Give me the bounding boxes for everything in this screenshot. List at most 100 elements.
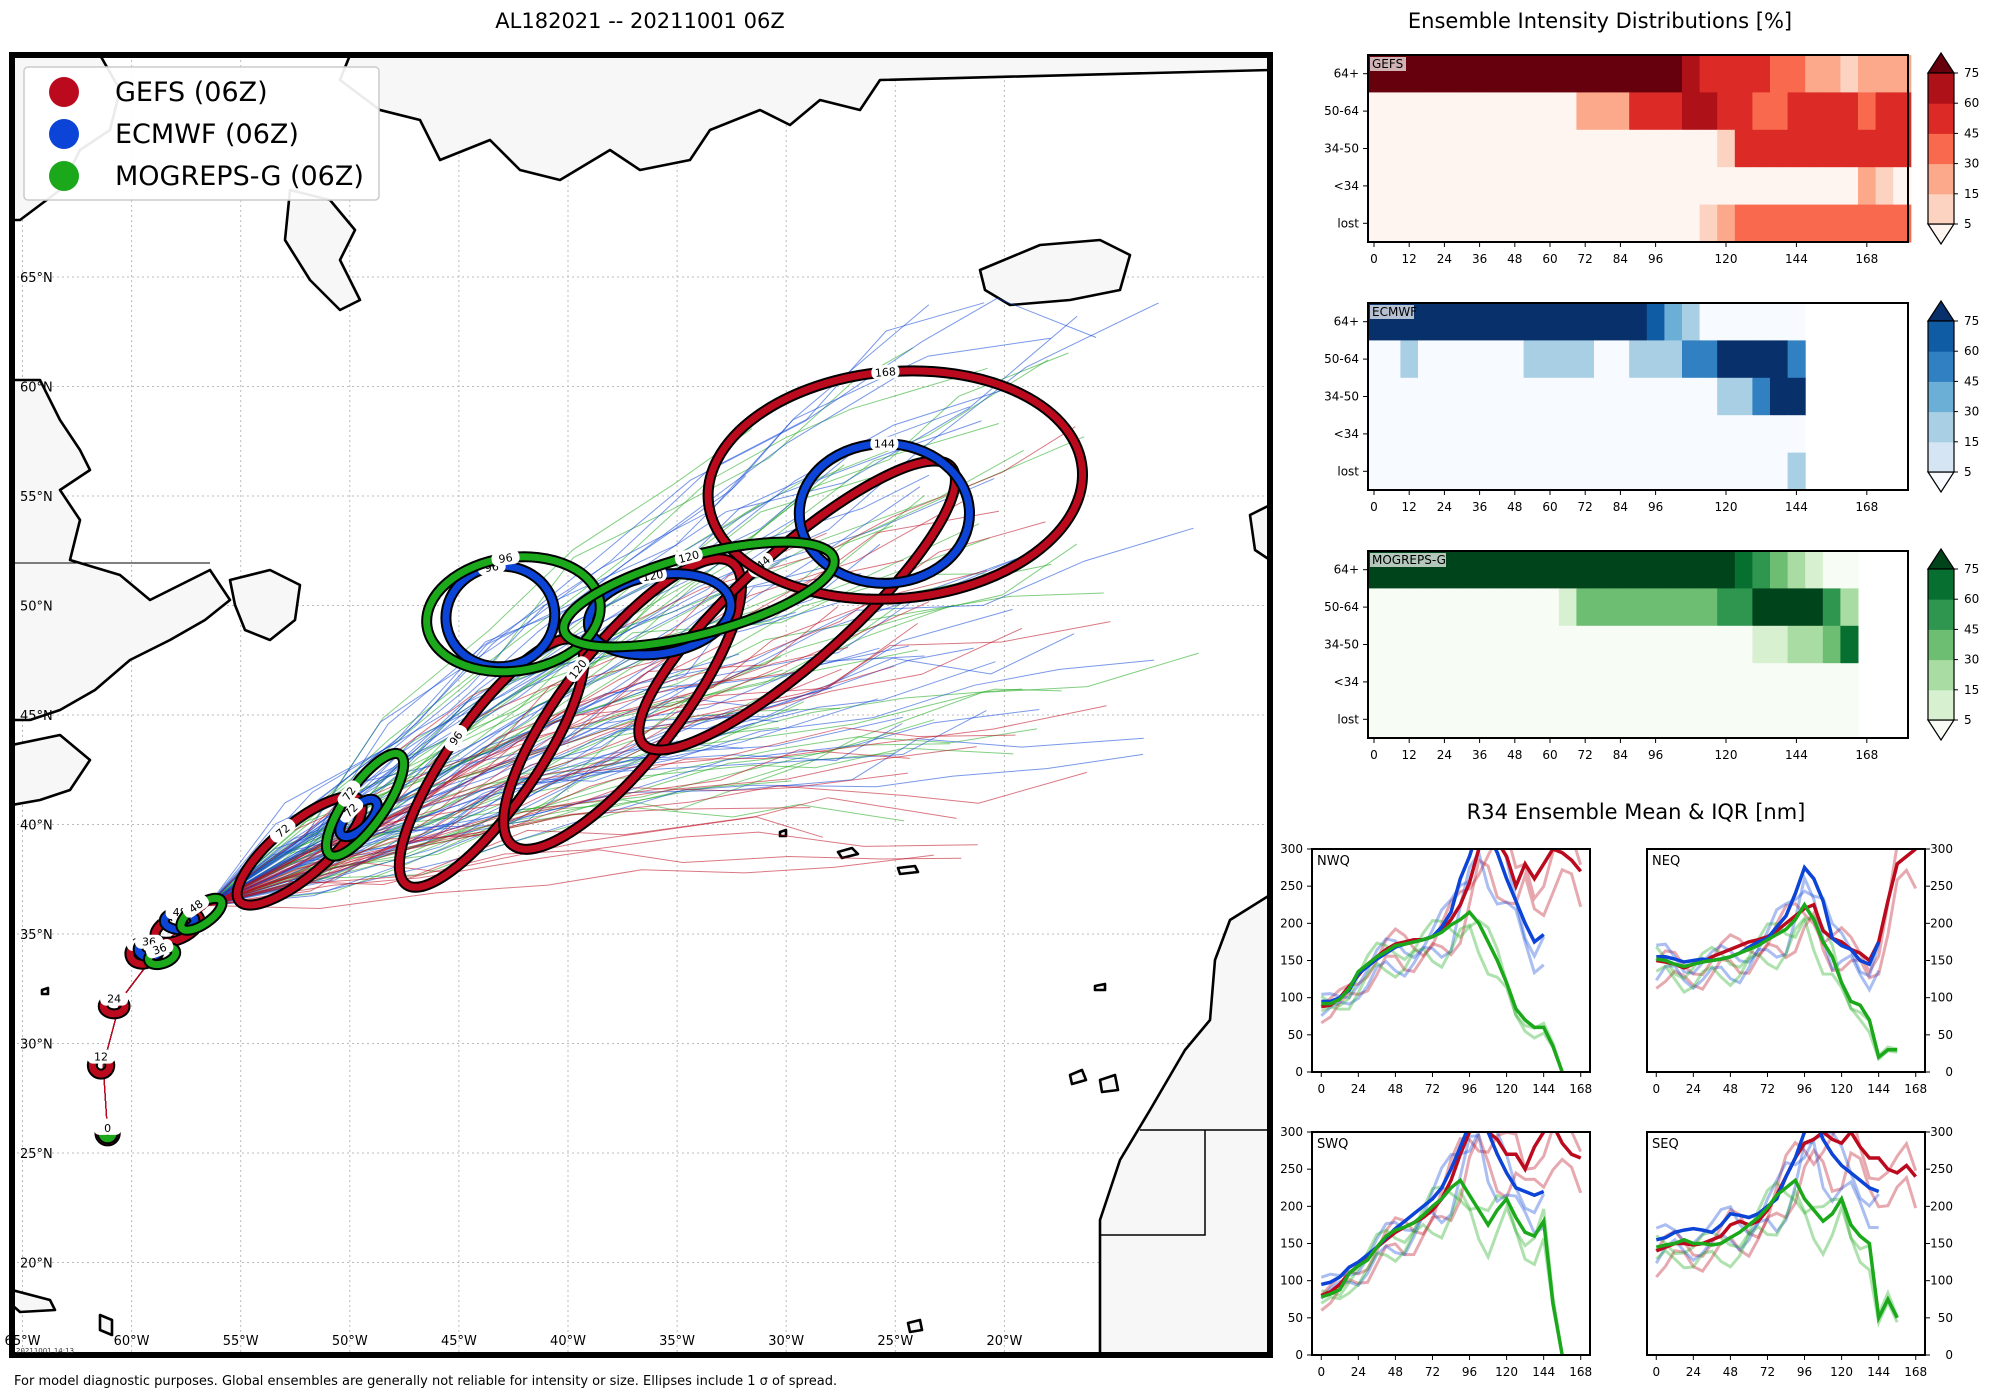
heatmap-cell <box>1470 167 1489 206</box>
hour-tick-label: 96 <box>1648 252 1663 266</box>
heatmap-cell <box>1752 452 1771 491</box>
y-tick-label: 200 <box>1280 1199 1303 1213</box>
heatmap-cell <box>1523 340 1542 379</box>
heatmap-cell <box>1523 588 1542 627</box>
heatmap-cell <box>1875 129 1894 168</box>
heatmap-cell <box>1506 129 1525 168</box>
heatmap-cell <box>1594 303 1613 341</box>
heatmap-cell <box>1558 588 1577 627</box>
heatmap-cell <box>1418 340 1437 379</box>
heatmap-cell <box>1453 377 1472 416</box>
heatmap-cell <box>1805 92 1824 131</box>
colorbar-segment <box>1928 569 1954 600</box>
y-tick-label: 50 <box>1938 1311 1953 1325</box>
iqr-line <box>1320 1132 1583 1297</box>
colorbar-tick-label: 5 <box>1964 465 1972 479</box>
heatmap-cell <box>1576 340 1595 379</box>
heatmap-cell <box>1435 700 1454 739</box>
heatmap-cell <box>1682 663 1701 702</box>
heatmap-cell <box>1506 415 1525 454</box>
y-tick-label: 100 <box>1930 991 1953 1005</box>
lat-tick-label: 60°N <box>20 381 53 396</box>
colorbar-tick-label: 60 <box>1964 96 1979 110</box>
iqr-line <box>1320 849 1583 1008</box>
heatmap-cell <box>1558 167 1577 206</box>
lon-tick-label: 50°W <box>332 1334 368 1349</box>
hour-tick-label: 120 <box>1715 748 1738 762</box>
heatmap-cell <box>1418 92 1437 131</box>
heatmap-cell <box>1523 415 1542 454</box>
heatmap-cell <box>1770 415 1789 454</box>
iqr-line <box>1320 849 1545 1017</box>
azores-island <box>896 864 920 876</box>
heatmap-cell <box>1488 625 1507 664</box>
row-label: 34-50 <box>1324 142 1359 156</box>
heatmap-cell <box>1400 92 1419 131</box>
hour-tick-label: 36 <box>1472 748 1487 762</box>
hour-tick-label: 0 <box>1317 1082 1325 1096</box>
heatmap-cell <box>1470 204 1489 243</box>
canary-island <box>1098 1073 1120 1094</box>
legend-label: ECMWF (06Z) <box>115 119 299 150</box>
heatmap-cell <box>1558 663 1577 702</box>
heatmap-cell <box>1682 303 1701 341</box>
heatmap-cell <box>1893 129 1912 168</box>
heatmap-cell <box>1576 415 1595 454</box>
heatmap-cell <box>1805 625 1824 664</box>
y-tick-label: 0 <box>1945 1065 1953 1079</box>
heatmap-cell <box>1787 700 1806 739</box>
heatmap-cell <box>1840 588 1859 627</box>
heatmap-cell <box>1435 92 1454 131</box>
heatmap-cell <box>1682 551 1701 589</box>
heatmap-cell <box>1734 92 1753 131</box>
heatmap-cell <box>1770 588 1789 627</box>
heatmap-cell <box>1682 377 1701 416</box>
iqr-line <box>1320 1187 1564 1355</box>
heatmap-cell <box>1840 625 1859 664</box>
hour-tick-label: 0 <box>1370 500 1378 514</box>
hour-tick-label: 144 <box>1867 1365 1890 1379</box>
heatmap-cell <box>1453 415 1472 454</box>
hour-tick-label: 24 <box>1437 252 1452 266</box>
heatmap-cell <box>1523 551 1542 589</box>
lon-tick-label: 40°W <box>550 1334 586 1349</box>
colorbar-tick-label: 30 <box>1964 405 1979 419</box>
heatmap-cell <box>1400 129 1419 168</box>
heatmap-cell <box>1558 340 1577 379</box>
hour-tick-label: 24 <box>1437 748 1452 762</box>
heatmap-cell <box>1453 551 1472 589</box>
lon-tick-label: 30°W <box>768 1334 804 1349</box>
row-label: <34 <box>1334 427 1359 441</box>
heatmap-cell <box>1558 377 1577 416</box>
spread-ellipse: 36 <box>143 939 182 971</box>
row-label: lost <box>1337 216 1359 230</box>
heatmap-cell <box>1400 625 1419 664</box>
intensity-panel-mogreps-g: MOGREPS-G 64+ 50-64 34-50 <34 lost 0 12 24 36 48 60… <box>1324 547 1979 762</box>
mean-line-mogreps-g <box>1656 901 1898 1061</box>
y-tick-label: 200 <box>1280 916 1303 930</box>
heatmap-cell <box>1558 551 1577 589</box>
colorbar-segment <box>1928 659 1954 691</box>
heatmap-cell <box>1418 663 1437 702</box>
row-label: 64+ <box>1334 67 1359 81</box>
heatmap-cell <box>1611 377 1630 416</box>
heatmap-cell <box>1840 551 1859 589</box>
heatmap-cell <box>1752 415 1771 454</box>
heatmap-cell <box>1770 663 1789 702</box>
lon-tick-label: 35°W <box>659 1334 695 1349</box>
heatmap-cell <box>1734 204 1753 243</box>
heatmap-cell <box>1699 167 1718 206</box>
heatmap-cell <box>1594 625 1613 664</box>
colorbar-tick-label: 15 <box>1964 187 1979 201</box>
caribbean-islands <box>12 1288 57 1314</box>
mean-line-mogreps-g <box>1320 1177 1564 1355</box>
hour-tick-label: 48 <box>1507 748 1522 762</box>
heatmap-cell <box>1682 625 1701 664</box>
lon-tick-label: 20°W <box>986 1334 1022 1349</box>
colorbar-segment <box>1928 133 1954 165</box>
heatmap-cell <box>1576 92 1595 131</box>
heatmap-cell <box>1699 452 1718 491</box>
heatmap-cell <box>1541 663 1560 702</box>
heatmap-cell <box>1368 588 1384 627</box>
